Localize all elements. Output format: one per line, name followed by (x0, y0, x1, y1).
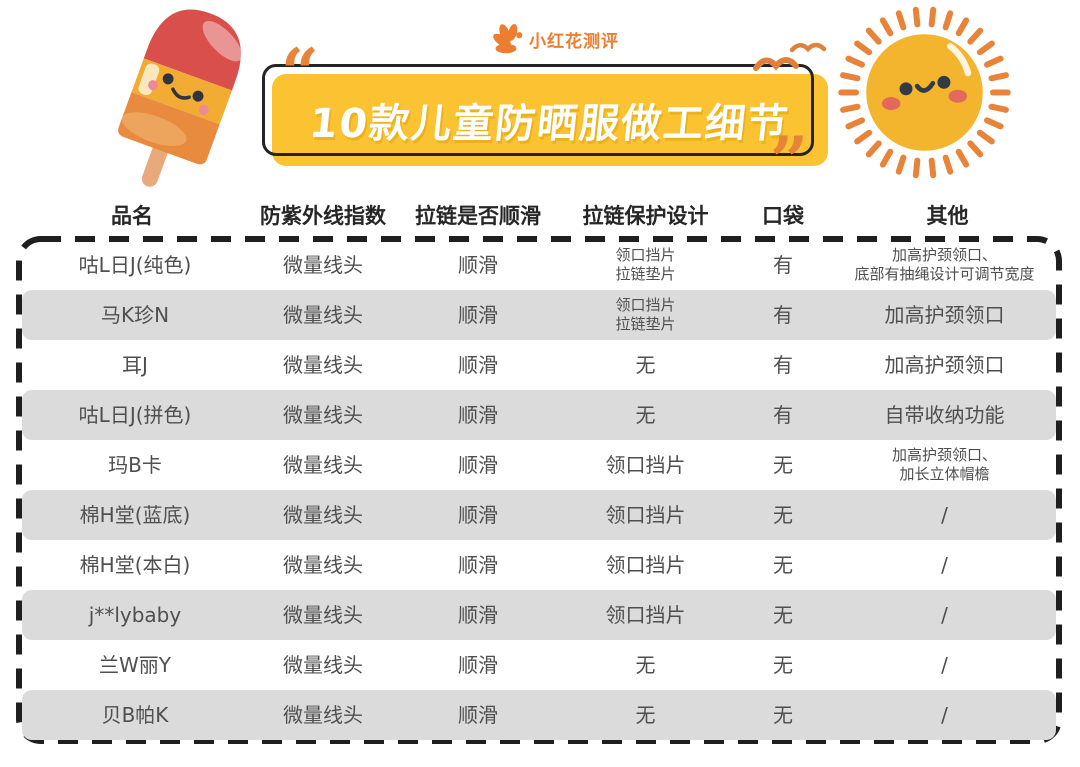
cell-pocket: 无 (773, 502, 793, 527)
cell-product-name: 棉H堂(蓝底) (79, 502, 191, 527)
table-row: 咕L日J(拼色) 微量线头 顺滑 无 有 自带收纳功能 (22, 390, 1056, 440)
cell-uv-index: 微量线头 (283, 302, 363, 327)
cell-uv-index: 微量线头 (283, 352, 363, 377)
cell-other: / (941, 702, 948, 727)
cell-pocket: 无 (773, 452, 793, 477)
cell-zipper-smooth: 顺滑 (458, 702, 498, 727)
cell-product-name: 咕L日J(纯色) (78, 252, 192, 277)
cell-product-name: 咕L日J(拼色) (78, 402, 192, 427)
cell-zipper-protection: 无 (635, 402, 656, 427)
dashed-border (16, 236, 1062, 744)
cell-zipper-protection: 无 (635, 352, 656, 377)
table-row: 棉H堂(本白) 微量线头 顺滑 领口挡片 无 / (22, 540, 1056, 590)
cell-pocket: 无 (773, 652, 793, 677)
close-quote-icon: ” (770, 122, 808, 200)
cell-zipper-smooth: 顺滑 (458, 452, 498, 477)
cell-other: / (941, 652, 948, 677)
cell-pocket: 无 (773, 602, 793, 627)
cell-product-name: 兰W丽Y (99, 652, 171, 677)
table-row: 棉H堂(蓝底) 微量线头 顺滑 领口挡片 无 / (22, 490, 1056, 540)
header-uv-index: 防紫外线指数 (260, 204, 386, 228)
cell-zipper-smooth: 顺滑 (458, 402, 498, 427)
cell-zipper-smooth: 顺滑 (458, 352, 498, 377)
cell-other: 加高护颈领口 (884, 352, 1005, 377)
cell-uv-index: 微量线头 (283, 402, 363, 427)
cell-other: / (941, 502, 948, 527)
table-row: 马K珍N 微量线头 顺滑 领口挡片 拉链垫片 有 加高护颈领口 (22, 290, 1056, 340)
cell-pocket: 有 (773, 302, 793, 327)
cell-uv-index: 微量线头 (283, 702, 363, 727)
title-banner: 10款儿童防晒服做工细节 (272, 74, 828, 166)
table-container: 咕L日J(纯色) 微量线头 顺滑 领口挡片 拉链垫片 有 加高护颈领口、 底部有… (16, 236, 1062, 744)
table-row: 玛B卡 微量线头 顺滑 领口挡片 无 加高护颈领口、 加长立体帽檐 (22, 440, 1056, 490)
cell-zipper-protection: 领口挡片 (605, 502, 686, 527)
cell-pocket: 有 (773, 252, 793, 277)
cell-zipper-smooth: 顺滑 (458, 602, 498, 627)
cell-zipper-smooth: 顺滑 (458, 502, 498, 527)
header-pocket: 口袋 (762, 204, 804, 228)
cell-product-name: 耳J (122, 352, 148, 377)
table-row: j**lybaby 微量线头 顺滑 领口挡片 无 / (22, 590, 1056, 640)
cell-zipper-protection: 领口挡片 (605, 452, 686, 477)
cell-uv-index: 微量线头 (283, 452, 363, 477)
header: 小红花测评 10款儿童防晒服做工细节 “ ” (0, 0, 1080, 200)
cell-zipper-protection: 无 (635, 702, 656, 727)
cell-zipper-protection: 领口挡片 拉链垫片 (615, 246, 676, 283)
cell-other: 加高护颈领口、 加长立体帽檐 (891, 446, 997, 483)
cell-uv-index: 微量线头 (283, 502, 363, 527)
cell-uv-index: 微量线头 (283, 552, 363, 577)
cell-uv-index: 微量线头 (283, 602, 363, 627)
table-row: 贝B帕K 微量线头 顺滑 无 无 / (22, 690, 1056, 740)
birds-icon (748, 36, 828, 86)
cell-zipper-smooth: 顺滑 (458, 552, 498, 577)
table-body: 咕L日J(纯色) 微量线头 顺滑 领口挡片 拉链垫片 有 加高护颈领口、 底部有… (16, 240, 1062, 740)
popsicle-illustration (71, 0, 290, 217)
cell-pocket: 有 (773, 352, 793, 377)
header-other: 其他 (926, 204, 969, 228)
logo-text: 小红花测评 (529, 31, 619, 52)
cell-other: 加高护颈领口 (884, 302, 1005, 327)
table-row: 耳J 微量线头 顺滑 无 有 加高护颈领口 (22, 340, 1056, 390)
cell-zipper-smooth: 顺滑 (458, 252, 498, 277)
cell-uv-index: 微量线头 (283, 652, 363, 677)
cell-other: 自带收纳功能 (884, 402, 1005, 427)
open-quote-icon: “ (281, 34, 319, 112)
table-row: 咕L日J(纯色) 微量线头 顺滑 领口挡片 拉链垫片 有 加高护颈领口、 底部有… (22, 240, 1056, 290)
table-header-row: 品名 防紫外线指数 拉链是否顺滑 拉链保护设计 口袋 其他 (16, 198, 1062, 232)
cell-zipper-smooth: 顺滑 (458, 652, 498, 677)
sun-icon (838, 6, 1011, 179)
cell-zipper-protection: 领口挡片 (605, 602, 686, 627)
cell-zipper-protection: 领口挡片 拉链垫片 (615, 296, 676, 333)
popsicle-icon (115, 0, 255, 187)
cell-other: 加高护颈领口、 底部有抽绳设计可调节宽度 (854, 246, 1035, 283)
table-row: 兰W丽Y 微量线头 顺滑 无 无 / (22, 640, 1056, 690)
cell-other: / (941, 552, 948, 577)
header-zipper-protection: 拉链保护设计 (582, 204, 709, 228)
cell-product-name: j**lybaby (88, 602, 182, 627)
cell-product-name: 贝B帕K (101, 702, 169, 727)
cell-pocket: 有 (773, 402, 793, 427)
header-product-name: 品名 (111, 204, 153, 228)
cell-zipper-smooth: 顺滑 (458, 302, 498, 327)
brand-logo: 小红花测评 (487, 20, 619, 58)
cell-uv-index: 微量线头 (283, 252, 363, 277)
cell-product-name: 棉H堂(本白) (79, 552, 191, 577)
cell-pocket: 无 (773, 552, 793, 577)
sun-illustration (832, 0, 1017, 185)
flower-icon (493, 24, 523, 54)
banner-outline (262, 64, 814, 156)
sun-rays (838, 6, 1011, 179)
cell-zipper-protection: 无 (635, 652, 656, 677)
cell-other: / (941, 602, 948, 627)
cell-product-name: 马K珍N (100, 302, 170, 327)
cell-zipper-protection: 领口挡片 (605, 552, 686, 577)
cell-pocket: 无 (773, 702, 793, 727)
header-zipper-smooth: 拉链是否顺滑 (415, 204, 541, 228)
cell-product-name: 玛B卡 (108, 452, 162, 477)
